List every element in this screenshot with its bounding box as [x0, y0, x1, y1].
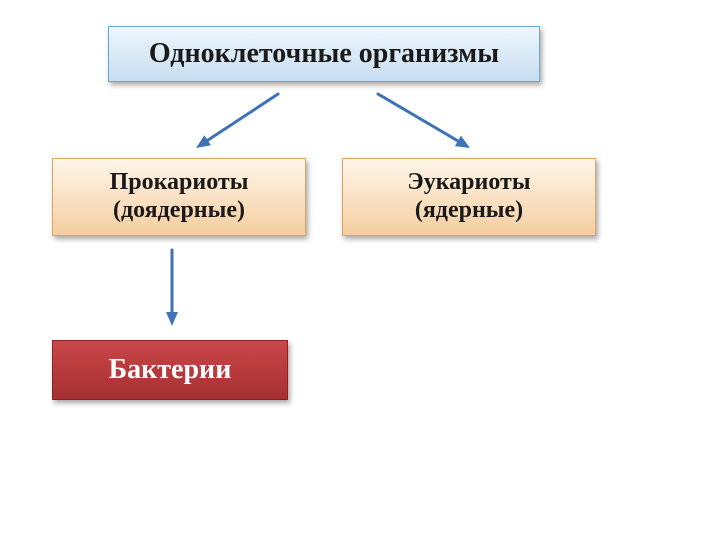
node-eukaryotes-label: Эукариоты(ядерные): [407, 169, 530, 224]
node-eukaryotes: Эукариоты(ядерные): [342, 158, 596, 236]
node-root-label: Одноклеточные организмы: [149, 38, 499, 70]
node-bacteria: Бактерии: [52, 340, 288, 400]
node-bacteria-label: Бактерии: [109, 354, 232, 386]
node-prokaryotes: Прокариоты(доядерные): [52, 158, 306, 236]
diagram-stage: Одноклеточные организмы Прокариоты(дояде…: [0, 0, 720, 540]
node-root: Одноклеточные организмы: [108, 26, 540, 82]
node-prokaryotes-label: Прокариоты(доядерные): [110, 169, 249, 224]
